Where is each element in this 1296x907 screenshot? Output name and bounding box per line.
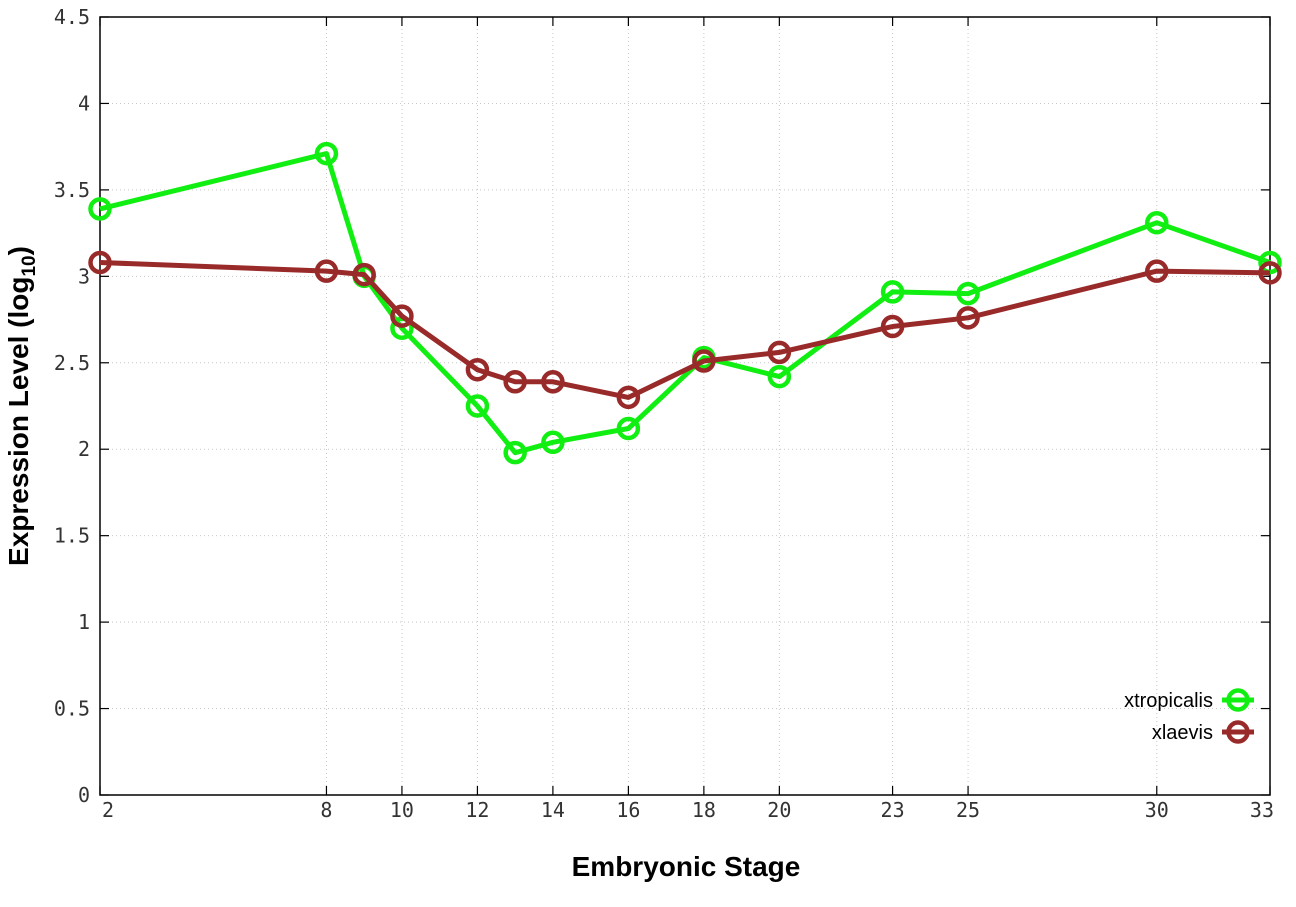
legend-item-xtropicalis: xtropicalis	[1124, 688, 1254, 712]
data-point-xlaevis	[880, 314, 905, 339]
data-point-xlaevis	[767, 340, 792, 365]
data-point-xlaevis	[465, 357, 490, 382]
y-tick-label: 1	[78, 610, 90, 634]
data-point-xtropicalis	[88, 197, 112, 221]
x-tick-label: 8	[320, 798, 332, 822]
data-point-xtropicalis	[503, 440, 527, 465]
data-point-xtropicalis	[956, 281, 980, 306]
legend-label: xtropicalis	[1124, 690, 1213, 712]
x-tick-label: 18	[692, 798, 716, 822]
legend-marker	[1226, 688, 1250, 712]
data-point-xlaevis	[541, 370, 565, 394]
series-xlaevis	[88, 250, 1282, 410]
x-axis-title: Embryonic Stage	[572, 851, 801, 882]
data-point-xtropicalis	[616, 416, 641, 441]
x-tick-label: 14	[541, 798, 565, 822]
data-point-xtropicalis	[1145, 210, 1169, 235]
y-tick-label: 2.5	[54, 351, 90, 375]
data-point-xlaevis	[503, 370, 527, 394]
y-tick-label: 1.5	[54, 524, 90, 548]
legend: xtropicalis xlaevis	[1124, 688, 1254, 744]
x-tick-label: 23	[881, 798, 905, 822]
grid	[100, 17, 1270, 795]
series-xtropicalis	[88, 141, 1282, 465]
x-tick-label: 20	[767, 798, 791, 822]
legend-marker	[1226, 720, 1250, 744]
x-tick-label: 2	[102, 798, 114, 822]
series-layer	[88, 141, 1282, 465]
data-point-xlaevis	[616, 385, 641, 410]
y-tick-label: 4	[78, 91, 90, 115]
y-axis-title-subscript: 10	[19, 255, 40, 276]
y-tick-label: 3	[78, 264, 90, 288]
x-tick-label: 12	[465, 798, 489, 822]
x-tick-label: 25	[956, 798, 980, 822]
y-axis-title: Expression Level (log10)	[3, 246, 40, 566]
y-tick-label: 2	[78, 437, 90, 461]
data-point-xlaevis	[1145, 259, 1169, 283]
y-tick-label: 4.5	[54, 5, 90, 29]
series-line-xtropicalis	[99, 151, 1271, 456]
x-tick-label: 30	[1145, 798, 1169, 822]
plot-frame	[99, 16, 1271, 796]
x-tick-label: 33	[1250, 798, 1274, 822]
y-tick-label: 3.5	[54, 178, 90, 202]
legend-item-xlaevis: xlaevis	[1152, 720, 1254, 744]
y-tick-label: 0	[78, 783, 90, 807]
y-tick-label: 0.5	[54, 697, 90, 721]
data-point-xlaevis	[352, 262, 376, 287]
x-tick-label: 10	[390, 798, 414, 822]
y-axis-title-main: Expression Level (log	[3, 277, 34, 566]
data-point-xlaevis	[1258, 261, 1282, 285]
legend-label: xlaevis	[1152, 722, 1213, 744]
data-point-xlaevis	[88, 250, 112, 275]
data-point-xtropicalis	[465, 394, 490, 418]
data-point-xtropicalis	[314, 141, 339, 166]
y-axis-title-close: )	[3, 246, 34, 255]
data-point-xtropicalis	[541, 430, 565, 455]
x-tick-label: 16	[616, 798, 640, 822]
data-point-xlaevis	[390, 304, 414, 328]
data-point-xtropicalis	[880, 280, 905, 304]
data-point-xlaevis	[314, 259, 339, 283]
data-point-xlaevis	[692, 349, 716, 373]
data-point-xlaevis	[956, 306, 980, 330]
axis-ticks: 0 0.5 1 1.5 2 2.5 3 3.5 4 4.5 2 8 10 12 14 16 18 20 23 25 30…	[54, 5, 1274, 822]
data-point-xtropicalis	[767, 364, 792, 389]
